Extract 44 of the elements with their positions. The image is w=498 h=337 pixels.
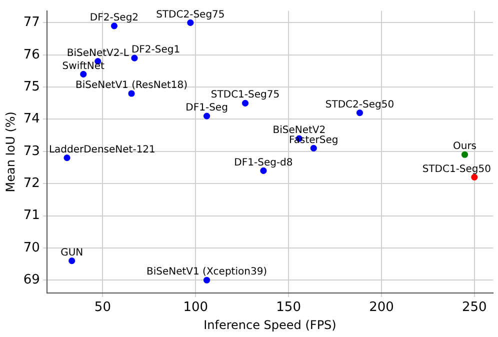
y-axis-title: Mean IoU (%) bbox=[3, 112, 18, 192]
point bbox=[110, 22, 118, 30]
point bbox=[461, 151, 468, 158]
x-tick-label: 200 bbox=[369, 300, 394, 316]
annotation: DF1-Seg-d8 bbox=[234, 157, 293, 168]
point bbox=[356, 110, 364, 116]
annotation: Ours bbox=[452, 141, 477, 152]
annotation: DF2-Seg1 bbox=[131, 44, 180, 56]
annotation: LadderDenseNet-121 bbox=[48, 144, 156, 156]
point bbox=[242, 100, 249, 106]
x-tick-label: 100 bbox=[183, 300, 208, 316]
point bbox=[131, 54, 138, 62]
y-tick-label: 77 bbox=[23, 15, 40, 30]
x-tick-label: 50 bbox=[94, 300, 111, 316]
annotation: DF1-Seg bbox=[186, 102, 228, 114]
point bbox=[203, 276, 210, 284]
y-tick-label: 76 bbox=[23, 47, 40, 62]
annotation: GUN bbox=[60, 247, 84, 258]
annotation: BiSeNetV2-L bbox=[66, 48, 130, 59]
annotation: BiSeNetV2 bbox=[272, 125, 326, 136]
annotation: SwiftNet bbox=[62, 60, 105, 72]
y-tick-label: 69 bbox=[23, 272, 40, 288]
annotation: DF2-Seg2 bbox=[90, 12, 139, 24]
point bbox=[128, 90, 135, 97]
y-tick-label: 72 bbox=[23, 176, 40, 191]
annotation: BiSeNetV1 (ResNet18) bbox=[76, 80, 188, 92]
annotation: BiSeNetV1 (Xception39) bbox=[146, 266, 268, 278]
x-axis-title: Inference Speed (FPS) bbox=[204, 318, 336, 332]
y-tick-label: 71 bbox=[23, 208, 40, 224]
y-tick-label: 74 bbox=[23, 112, 40, 127]
annotation: STDC2-Seg50 bbox=[325, 99, 394, 110]
annotation: STDC1-Seg75 bbox=[210, 90, 280, 101]
x-tick-label: 250 bbox=[462, 300, 487, 316]
y-tick-label: 70 bbox=[23, 240, 40, 256]
point bbox=[68, 258, 76, 264]
point bbox=[203, 112, 210, 120]
annotation: FasterSeg bbox=[289, 134, 338, 146]
point bbox=[80, 70, 87, 78]
annotation: STDC1-Seg50 bbox=[422, 164, 492, 175]
y-tick-label: 73 bbox=[23, 144, 40, 159]
x-tick-label: 150 bbox=[276, 300, 301, 316]
point bbox=[64, 154, 70, 162]
y-tick-label: 75 bbox=[23, 79, 40, 94]
annotation: STDC2-Seg75 bbox=[156, 9, 225, 20]
